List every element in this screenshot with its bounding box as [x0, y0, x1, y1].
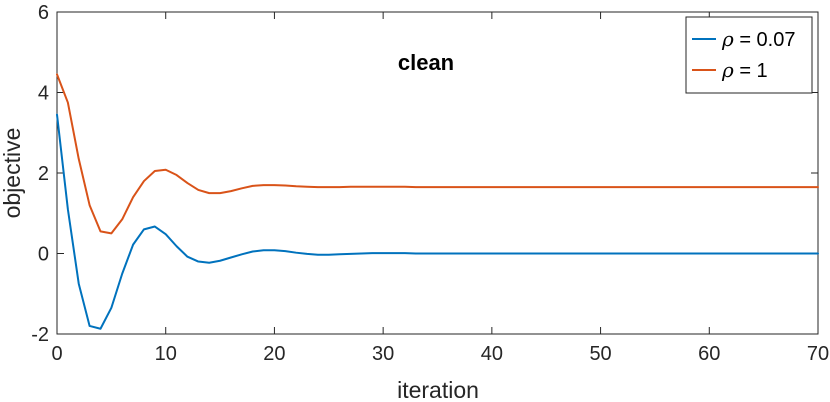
x-tick-label: 0	[51, 343, 62, 365]
y-tick-label: -2	[31, 324, 49, 346]
x-tick-label: 20	[263, 343, 285, 365]
x-tick-label: 50	[589, 343, 611, 365]
y-tick-label: 4	[38, 83, 49, 105]
x-tick-label: 70	[807, 343, 829, 365]
y-tick-label: 2	[38, 163, 49, 185]
series-line-2	[56, 73, 819, 235]
x-tick-label: 60	[698, 343, 720, 365]
series-line-1	[56, 113, 819, 330]
x-tick-label: 10	[155, 343, 177, 365]
chart-annotation: clean	[398, 50, 454, 75]
legend-label-2: ρ = 1	[721, 58, 768, 82]
x-tick-label: 30	[372, 343, 394, 365]
y-tick-label: 0	[38, 244, 49, 266]
y-axis-title: objective	[0, 128, 25, 219]
legend-box	[685, 16, 813, 94]
legend: ρ = 0.07 ρ = 1	[685, 16, 813, 94]
y-tick-label: 6	[38, 2, 49, 24]
legend-label-1: ρ = 0.07	[721, 27, 795, 51]
series-lines	[56, 73, 819, 330]
x-tick-label: 40	[481, 343, 503, 365]
x-axis-title: iteration	[397, 377, 479, 402]
